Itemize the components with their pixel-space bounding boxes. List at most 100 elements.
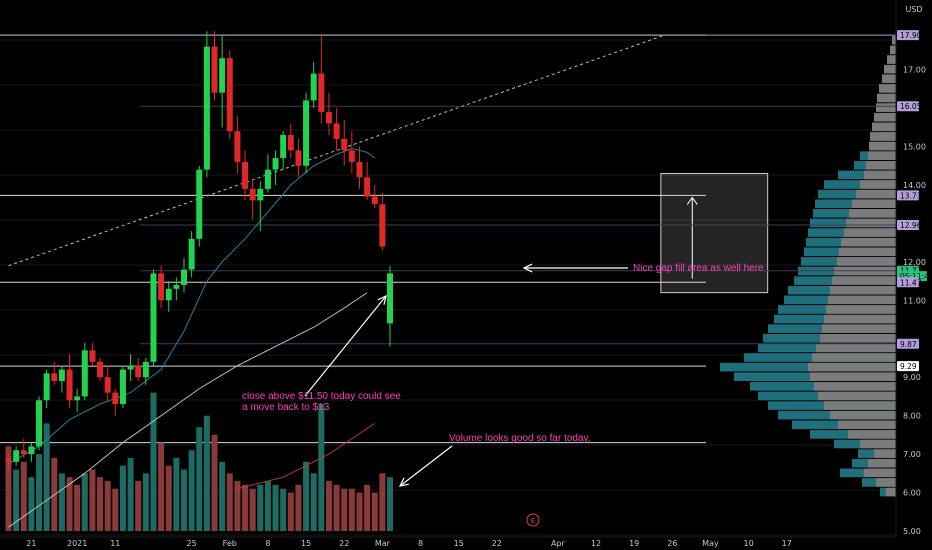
candle-body	[242, 161, 249, 189]
volume-bar	[219, 461, 226, 531]
x-tick-label: 22	[339, 539, 349, 548]
price-tag-label: 17.90	[900, 31, 922, 40]
volume-moving-average	[237, 422, 376, 490]
price-tag	[897, 101, 919, 112]
volume-bar	[150, 392, 157, 531]
volume-bar	[89, 469, 96, 531]
candle-body	[81, 350, 88, 397]
x-tick-label: 26	[667, 539, 677, 548]
gap-fill-arrow-head	[522, 263, 533, 273]
volume-profile-bar-inner	[874, 449, 896, 458]
candle-body	[135, 365, 142, 378]
earnings-event-icon[interactable]	[526, 513, 540, 527]
volume-profile-bar-inner	[892, 36, 896, 45]
volume-profile-bar-inner	[838, 420, 896, 430]
volume-bar	[196, 427, 203, 531]
volume-profile-bar-inner	[874, 112, 896, 122]
candle-body	[5, 457, 12, 462]
volume-profile-bar-inner	[810, 372, 896, 382]
volume-bar	[112, 488, 119, 531]
volume-bar	[135, 481, 142, 531]
candle-body	[28, 446, 35, 455]
volume-bar	[13, 469, 20, 531]
candle-body	[303, 100, 310, 166]
candle-body	[89, 350, 96, 362]
volume-profile-bar-inner	[872, 122, 896, 132]
volume-profile-bar-inner	[879, 84, 896, 93]
candle-body	[20, 450, 27, 455]
close-above-arrow-head	[377, 294, 387, 305]
candle-body	[341, 138, 348, 151]
candle-body	[310, 73, 317, 101]
y-tick-label: 8.00	[903, 412, 921, 421]
volume-bar	[348, 488, 355, 531]
candle-body	[318, 73, 325, 112]
volume-bar	[257, 484, 264, 531]
volume-bar	[66, 477, 73, 531]
trendline	[8, 34, 665, 267]
candle-body	[66, 369, 73, 401]
volume-bar	[341, 488, 348, 531]
volume-profile-bar-inner	[852, 199, 896, 209]
price-tag	[897, 277, 919, 288]
x-tick-label: 22	[492, 539, 502, 548]
x-tick-label: 15	[454, 539, 464, 548]
x-tick-label: 2021	[67, 539, 87, 548]
volume-profile-bar-inner	[824, 314, 896, 324]
x-tick-label: Apr	[551, 539, 566, 548]
price-tag-label: 05:11:41	[900, 272, 932, 281]
volume-bar	[379, 473, 386, 531]
volume-profile-bar-inner	[886, 487, 896, 497]
volume-bar	[104, 481, 111, 531]
volume-profile-bar-inner	[824, 401, 896, 410]
candle-body	[74, 396, 81, 401]
volume-profile-bar-inner	[822, 324, 896, 333]
x-tick-label: 8	[418, 539, 423, 548]
candle-body	[173, 284, 180, 289]
candle-body	[58, 369, 65, 382]
candle-body	[219, 58, 226, 93]
candle-body	[264, 169, 271, 189]
y-tick-label: 12.00	[903, 258, 926, 267]
price-tag-label: 16.05	[900, 102, 922, 111]
volume-bar	[310, 473, 317, 531]
volume-profile-bar-inner	[876, 103, 896, 112]
volume-bar	[28, 477, 35, 531]
candle-body	[364, 177, 371, 197]
volume-profile-bar-inner	[812, 353, 896, 362]
candle-body	[333, 123, 340, 139]
volume-bar	[280, 488, 287, 531]
volume-bar	[188, 450, 195, 531]
candle-body	[104, 377, 111, 393]
volume-profile-bar-inner	[890, 45, 896, 55]
x-tick-label: May	[702, 539, 719, 548]
volume-profile-bar-inner	[841, 237, 896, 247]
candle-body	[226, 58, 233, 132]
candle-body	[325, 111, 332, 124]
volume-profile-bar-inner	[868, 151, 896, 160]
candle-body	[158, 273, 165, 301]
volume-bar	[119, 465, 126, 531]
box-up-arrowhead	[686, 196, 698, 205]
x-tick-label: Mar	[375, 539, 391, 548]
y-tick-label: 5.00	[903, 527, 921, 536]
volume-profile-bar-inner	[837, 257, 896, 266]
volume-bar	[318, 404, 325, 531]
candle-body	[127, 365, 134, 370]
volume-bar	[180, 469, 187, 531]
annotation-volume: Volume looks good so far today.	[449, 433, 591, 444]
candle-body	[356, 161, 363, 178]
volume-profile-bar-inner	[826, 305, 896, 314]
candle-body	[142, 361, 149, 378]
x-tick-label: 19	[629, 539, 639, 548]
price-tag	[897, 361, 919, 372]
volume-profile-bar-inner	[808, 362, 896, 372]
candle-body	[387, 273, 393, 324]
y-tick-label: 11.00	[903, 296, 926, 305]
volume-bar	[158, 442, 165, 531]
currency-label: USD	[905, 5, 922, 14]
volume-bar	[142, 473, 149, 531]
volume-bar	[81, 473, 88, 531]
volume-profile-bar-inner	[864, 468, 896, 478]
